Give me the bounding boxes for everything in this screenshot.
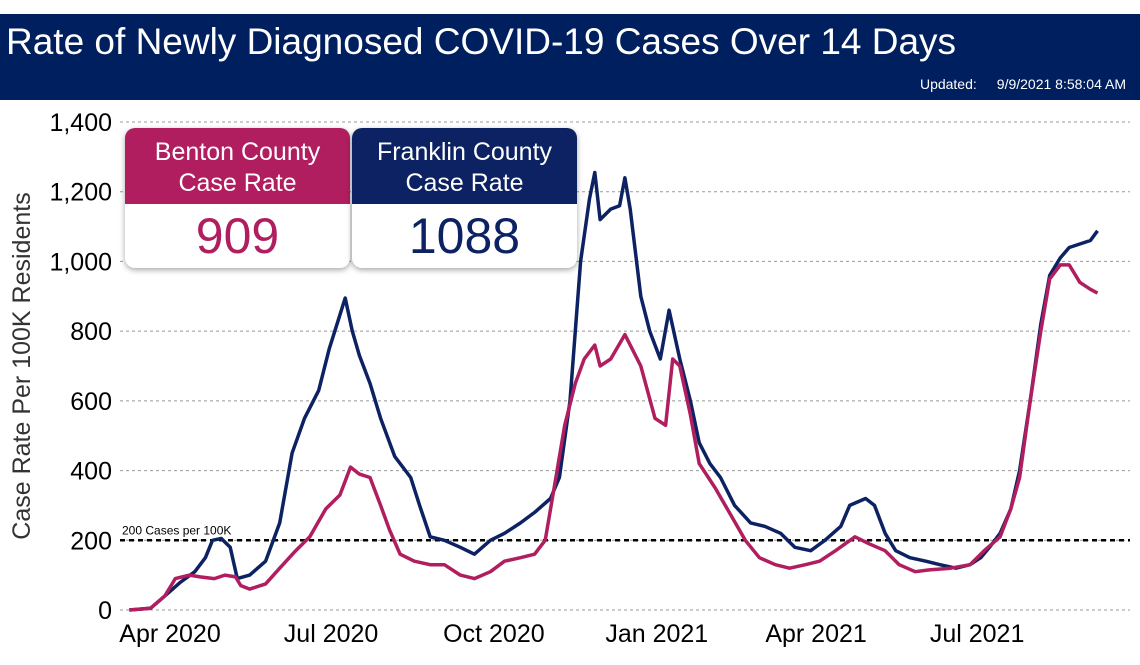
reference-line-label: 200 Cases per 100K: [122, 523, 231, 537]
updated-label: Updated:: [919, 76, 977, 92]
y-tick-label: 1,000: [49, 248, 112, 276]
benton-card-header: Benton County Case Rate: [125, 128, 350, 204]
y-tick-label: 800: [70, 318, 112, 346]
y-tick-label: 0: [98, 597, 112, 625]
x-tick-label: Jul 2021: [930, 620, 1025, 648]
updated-value: 9/9/2021 8:58:04 AM: [996, 76, 1126, 92]
y-tick-label: 400: [70, 458, 112, 486]
benton-card-sublabel: Case Rate: [178, 169, 297, 197]
y-tick-label: 1,400: [49, 109, 112, 137]
x-tick-label: Apr 2020: [119, 620, 220, 648]
franklin-card-header: Franklin County Case Rate: [352, 128, 577, 204]
page-title: Rate of Newly Diagnosed COVID-19 Cases O…: [6, 21, 957, 62]
y-tick-label: 600: [70, 388, 112, 416]
franklin-case-rate-value: 1088: [408, 208, 521, 264]
x-tick-label: Jan 2021: [605, 620, 708, 648]
franklin-case-rate-card: Franklin County Case Rate 1088: [352, 128, 577, 268]
x-tick-label: Oct 2020: [443, 620, 544, 648]
x-tick-label: Jul 2020: [284, 620, 379, 648]
updated-timestamp: Updated: 9/9/2021 8:58:04 AM: [920, 76, 1126, 92]
benton-case-rate-card: Benton County Case Rate 909: [125, 128, 350, 268]
franklin-card-label: Franklin County: [376, 138, 553, 166]
header-bar: Rate of Newly Diagnosed COVID-19 Cases O…: [0, 14, 1140, 100]
y-tick-label: 1,200: [49, 179, 112, 207]
x-tick-label: Apr 2021: [765, 620, 866, 648]
series-line-benton-county: [129, 263, 1099, 612]
benton-case-rate-value: 909: [195, 208, 280, 264]
y-tick-label: 200: [70, 527, 112, 555]
franklin-card-sublabel: Case Rate: [405, 169, 524, 197]
benton-card-label: Benton County: [154, 138, 321, 166]
y-axis-label: Case Rate Per 100K Residents: [8, 192, 36, 539]
